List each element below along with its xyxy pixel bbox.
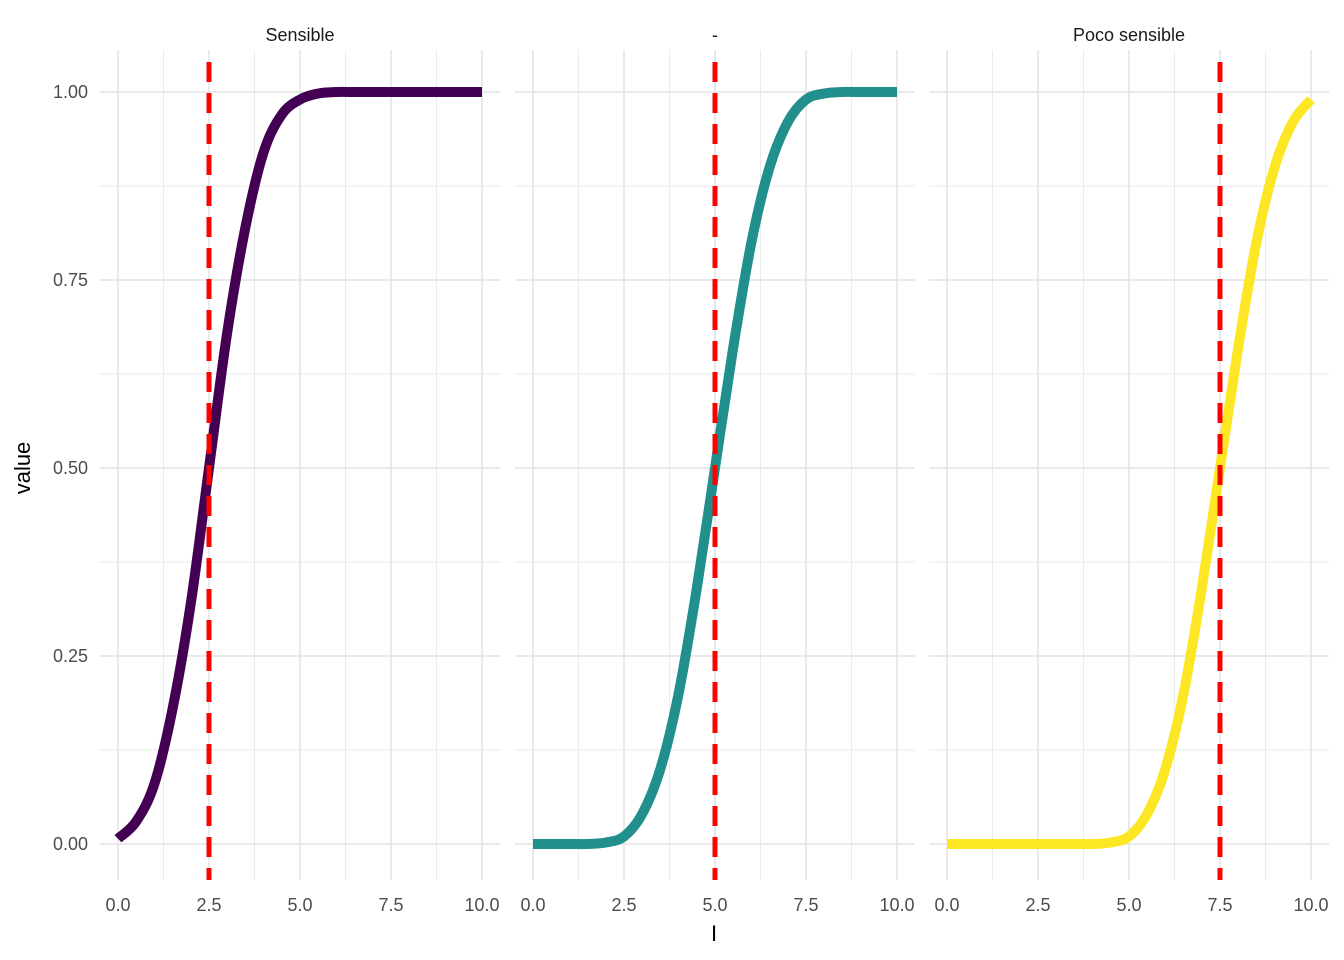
x-tick-label: 2.5 xyxy=(611,895,636,915)
y-tick-label: 0.00 xyxy=(53,834,88,854)
x-tick-label: 0.0 xyxy=(934,895,959,915)
x-tick-label: 10.0 xyxy=(1293,895,1328,915)
y-axis-label: value xyxy=(10,442,35,495)
x-tick-label: 0.0 xyxy=(105,895,130,915)
series-line xyxy=(946,96,1315,850)
y-tick-label: 0.25 xyxy=(53,646,88,666)
x-tick-label: 7.5 xyxy=(1207,895,1232,915)
panel-title: - xyxy=(712,25,718,45)
x-tick-label: 5.0 xyxy=(702,895,727,915)
x-tick-label: 5.0 xyxy=(1116,895,1141,915)
x-tick-label: 10.0 xyxy=(464,895,499,915)
panel-1: - 0.0 2.5 5.0 7.5 10.0 xyxy=(515,25,915,915)
x-tick-label: 10.0 xyxy=(879,895,914,915)
series-line xyxy=(114,86,482,843)
x-axis-label: I xyxy=(711,921,717,946)
x-tick-label: 5.0 xyxy=(287,895,312,915)
x-tick-label: 2.5 xyxy=(1025,895,1050,915)
panel-2: Poco sensible 0.0 2.5 5.0 7.5 10.0 xyxy=(929,25,1329,915)
chart-panels: Sensible 0.0 2.5 5.0 7.5 10.0 - 0.0 2.5 5.0 7.5 10.… xyxy=(100,25,1329,915)
x-tick-label: 2.5 xyxy=(196,895,221,915)
x-tick-label: 7.5 xyxy=(793,895,818,915)
y-axis: 0.00 0.25 0.50 0.75 1.00 xyxy=(53,82,88,854)
y-tick-label: 0.75 xyxy=(53,270,88,290)
x-tick-label: 0.0 xyxy=(520,895,545,915)
x-tick-label: 7.5 xyxy=(378,895,403,915)
y-tick-label: 0.50 xyxy=(53,458,88,478)
panel-title: Poco sensible xyxy=(1073,25,1185,45)
panel-title: Sensible xyxy=(265,25,334,45)
panel-0: Sensible 0.0 2.5 5.0 7.5 10.0 xyxy=(100,25,500,915)
y-tick-label: 1.00 xyxy=(53,82,88,102)
